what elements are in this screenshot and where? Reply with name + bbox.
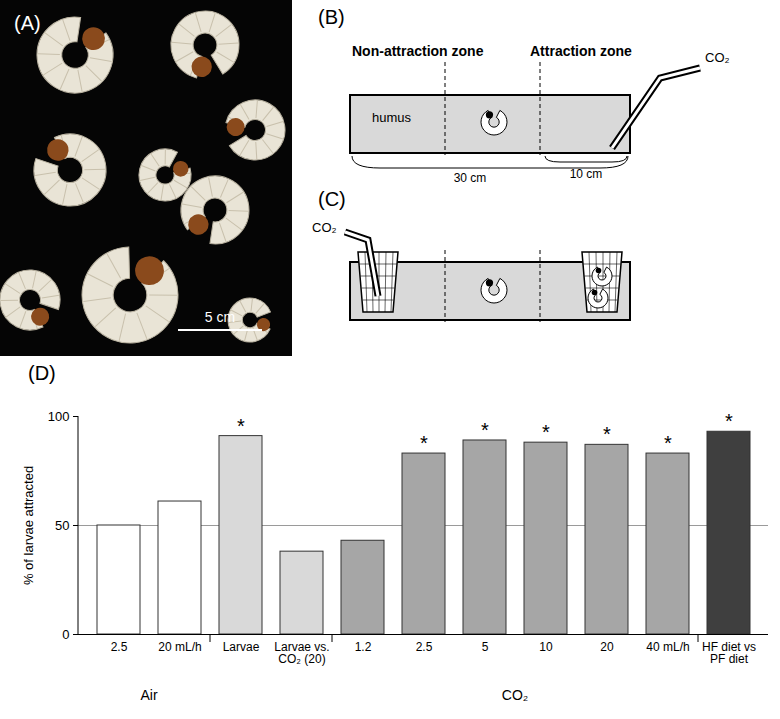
svg-text:CO₂: CO₂ <box>312 220 337 235</box>
svg-text:10: 10 <box>539 640 553 654</box>
svg-text:100: 100 <box>48 409 70 424</box>
html-text:(D): (D) <box>28 362 56 384</box>
svg-text:10 cm: 10 cm <box>570 167 603 181</box>
svg-text:Non-attraction zone: Non-attraction zone <box>352 43 484 59</box>
svg-text:*: * <box>725 410 733 432</box>
svg-text:5 cm: 5 cm <box>205 309 235 325</box>
svg-text:HF diet vsPF diet: HF diet vsPF diet <box>702 640 756 666</box>
svg-text:% of larvae attracted: % of larvae attracted <box>21 466 36 585</box>
svg-text:*: * <box>481 419 489 441</box>
svg-text:Attraction zone: Attraction zone <box>530 43 632 59</box>
svg-text:CO₂: CO₂ <box>705 50 730 65</box>
svg-text:(A): (A) <box>14 12 41 34</box>
svg-text:20: 20 <box>600 640 614 654</box>
svg-text:5: 5 <box>482 640 489 654</box>
svg-text:Larvae: Larvae <box>223 640 260 654</box>
svg-text:*: * <box>603 423 611 445</box>
svg-text:30 cm: 30 cm <box>454 171 487 185</box>
svg-text:Larvae vs.CO₂ (20): Larvae vs.CO₂ (20) <box>274 640 329 666</box>
svg-text:(C): (C) <box>318 188 346 210</box>
svg-text:(B): (B) <box>318 6 345 28</box>
svg-text:*: * <box>420 432 428 454</box>
svg-text:1.2: 1.2 <box>355 640 372 654</box>
svg-text:2.5: 2.5 <box>416 640 433 654</box>
svg-text:humus: humus <box>372 110 412 125</box>
svg-text:*: * <box>542 421 550 443</box>
svg-text:Air: Air <box>140 687 157 703</box>
svg-text:40 mL/h: 40 mL/h <box>646 640 689 654</box>
svg-text:CO₂: CO₂ <box>502 687 528 703</box>
svg-text:*: * <box>664 432 672 454</box>
svg-text:*: * <box>237 415 245 437</box>
svg-text:2.5: 2.5 <box>111 640 128 654</box>
svg-text:50: 50 <box>55 518 69 533</box>
svg-text:0: 0 <box>62 627 69 642</box>
svg-text:20 mL/h: 20 mL/h <box>158 640 201 654</box>
